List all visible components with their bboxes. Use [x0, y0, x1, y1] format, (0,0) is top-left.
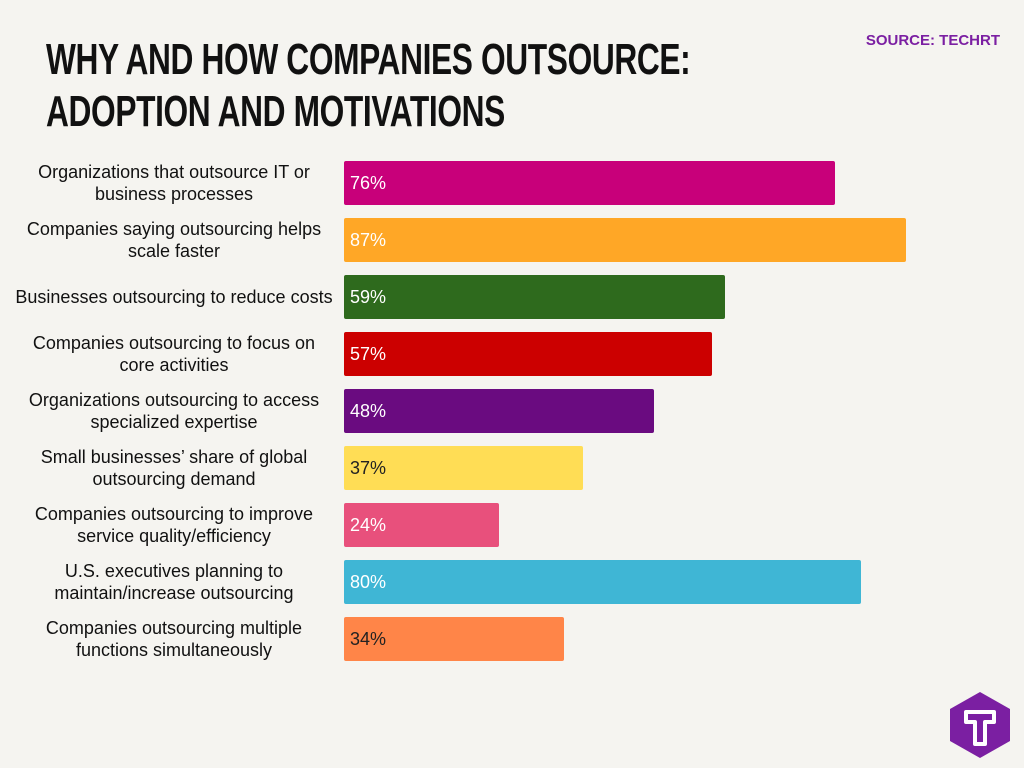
- bar: [344, 617, 564, 661]
- category-label: Companies outsourcing to focus on core a…: [32, 333, 316, 375]
- category-label: Companies outsourcing multiple functions…: [45, 618, 303, 660]
- category-label: Companies saying outsourcing helps scale…: [26, 219, 322, 261]
- bar: [344, 446, 584, 490]
- value-label: 48%: [350, 401, 387, 421]
- source: SOURCE: TECHRT: [865, 32, 1000, 49]
- category-label: Small businesses’ share of global outsou…: [40, 447, 308, 489]
- value-label: 80%: [350, 572, 387, 592]
- category-label: U.S. executives planning to maintain/inc…: [54, 561, 294, 603]
- category-label: Organizations that outsource IT or busin…: [38, 162, 310, 204]
- value-label: 37%: [350, 458, 387, 478]
- category-label: Companies outsourcing to improve service…: [34, 504, 314, 546]
- logo: [950, 692, 1010, 758]
- bar: [344, 161, 835, 205]
- category-label: Organizations outsourcing to access spec…: [28, 390, 320, 432]
- value-label: 24%: [350, 515, 387, 535]
- bar: [344, 503, 500, 547]
- value-label: 57%: [350, 344, 387, 364]
- value-label: 59%: [350, 287, 387, 307]
- bar: [344, 218, 907, 262]
- chart-title: WHY AND HOW COMPANIES OUTSOURCE: ADOPTIO…: [46, 35, 691, 136]
- value-label: 87%: [350, 230, 387, 250]
- bar: [344, 275, 726, 319]
- bar: [344, 560, 861, 604]
- value-label: 34%: [350, 629, 387, 649]
- bar: [344, 332, 713, 376]
- category-label: Businesses outsourcing to reduce costs: [15, 287, 333, 307]
- bar: [344, 389, 655, 433]
- value-label: 76%: [350, 173, 387, 193]
